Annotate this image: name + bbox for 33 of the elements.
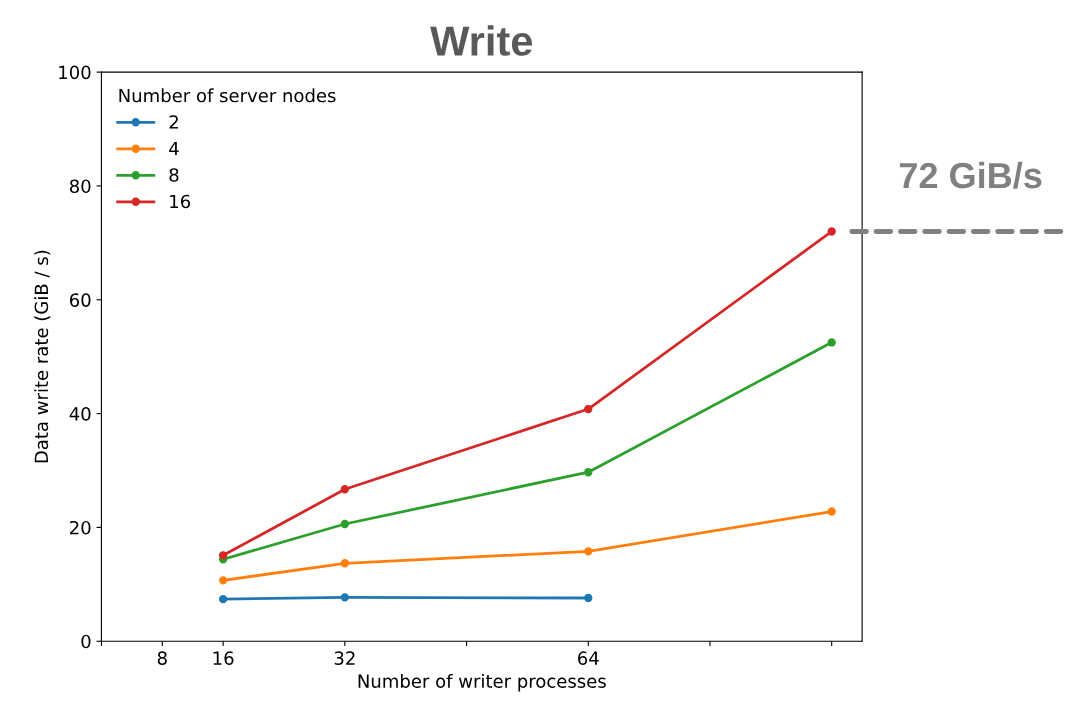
legend-label: 8 — [169, 168, 179, 182]
x-tick-label: 16 — [213, 651, 234, 665]
y-tick-label: 40 — [69, 407, 91, 421]
point — [827, 338, 836, 347]
point — [218, 594, 228, 604]
point — [340, 485, 350, 494]
y-tick-label: 80 — [69, 179, 91, 194]
y-tick-label: 60 — [69, 293, 91, 307]
x-tick-label: 8 — [157, 651, 167, 665]
point — [584, 593, 593, 603]
point — [340, 519, 350, 529]
y-tick-label: 100 — [59, 65, 91, 80]
legend-title: Number of server nodes — [119, 88, 336, 103]
point — [827, 227, 836, 236]
point — [340, 593, 350, 602]
point — [340, 559, 350, 568]
y-tick-label: 20 — [70, 520, 91, 535]
point — [584, 404, 593, 414]
x-axis-title: Number of writer processes — [358, 674, 606, 692]
y-axis-title: Data write rate (GiB / s) — [34, 250, 51, 463]
point — [218, 576, 228, 585]
x-tick-label: 64 — [578, 651, 599, 665]
x-tick-label: 32 — [334, 651, 355, 665]
legend-label: 4 — [169, 141, 179, 156]
point — [584, 547, 593, 556]
legend-label: 16 — [170, 194, 191, 209]
point — [584, 468, 593, 477]
annotation: 72 GiB/s — [899, 161, 1042, 189]
point — [827, 507, 836, 516]
point — [218, 551, 228, 560]
y-tick-label: 0 — [81, 634, 91, 649]
chart-title: Write — [430, 25, 533, 56]
legend-label: 2 — [169, 115, 178, 129]
